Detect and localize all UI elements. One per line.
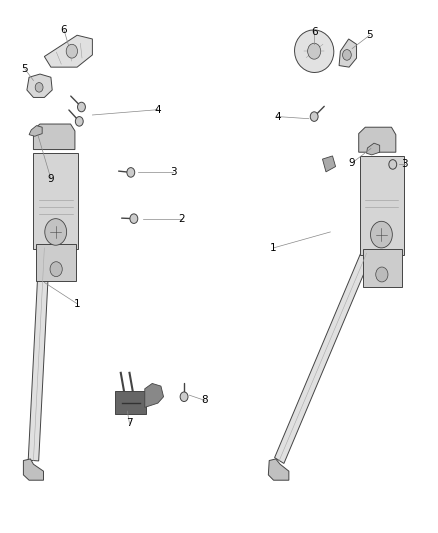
Text: 8: 8 xyxy=(202,395,208,406)
Polygon shape xyxy=(339,39,357,67)
FancyBboxPatch shape xyxy=(115,391,146,414)
Text: 6: 6 xyxy=(311,27,318,37)
Polygon shape xyxy=(23,459,43,480)
Text: 7: 7 xyxy=(126,418,133,429)
FancyBboxPatch shape xyxy=(36,244,76,281)
Polygon shape xyxy=(367,143,380,155)
Text: 6: 6 xyxy=(61,25,67,35)
Text: 4: 4 xyxy=(275,111,281,122)
FancyBboxPatch shape xyxy=(360,156,404,255)
Text: 9: 9 xyxy=(48,174,54,184)
Text: 1: 1 xyxy=(270,243,277,253)
Text: 3: 3 xyxy=(170,167,177,177)
Circle shape xyxy=(127,167,135,177)
Polygon shape xyxy=(27,74,52,98)
Text: 2: 2 xyxy=(179,214,185,224)
Circle shape xyxy=(78,102,85,112)
Polygon shape xyxy=(145,383,163,407)
Text: 5: 5 xyxy=(366,30,373,41)
Circle shape xyxy=(371,221,392,248)
Circle shape xyxy=(343,50,351,60)
Polygon shape xyxy=(29,126,42,136)
Text: 4: 4 xyxy=(155,104,161,115)
FancyBboxPatch shape xyxy=(363,249,402,287)
Circle shape xyxy=(45,219,67,245)
Polygon shape xyxy=(33,124,75,150)
Polygon shape xyxy=(275,251,371,464)
Circle shape xyxy=(310,112,318,122)
Circle shape xyxy=(50,262,62,277)
Circle shape xyxy=(389,160,397,169)
Circle shape xyxy=(376,267,388,282)
Circle shape xyxy=(35,83,43,92)
Text: 5: 5 xyxy=(21,64,28,74)
Polygon shape xyxy=(28,247,49,461)
Polygon shape xyxy=(268,459,289,480)
Polygon shape xyxy=(359,127,396,152)
Ellipse shape xyxy=(294,30,334,72)
Circle shape xyxy=(307,43,321,59)
Circle shape xyxy=(130,214,138,223)
Polygon shape xyxy=(322,156,336,172)
Circle shape xyxy=(180,392,188,401)
FancyBboxPatch shape xyxy=(33,154,78,249)
Circle shape xyxy=(66,44,78,58)
Text: 9: 9 xyxy=(349,158,356,168)
Polygon shape xyxy=(44,35,92,67)
Circle shape xyxy=(75,117,83,126)
Text: 3: 3 xyxy=(401,159,408,169)
Text: 1: 1 xyxy=(74,298,81,309)
